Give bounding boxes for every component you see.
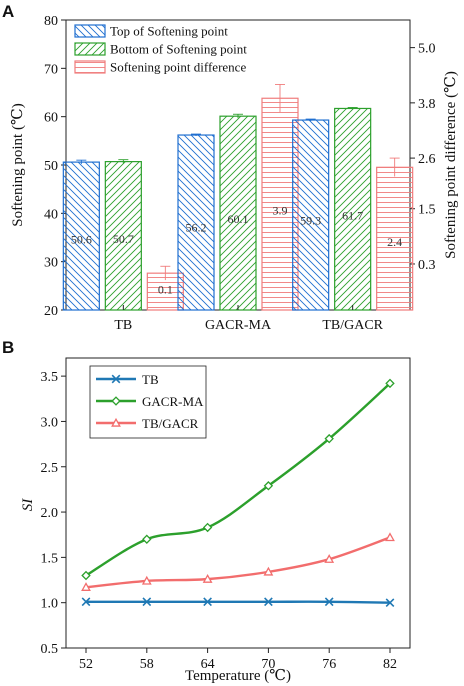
x-tick-label: 52 <box>79 657 93 672</box>
series-line <box>85 536 391 589</box>
panel-b-frame <box>65 357 411 649</box>
panel-b: B 0.51.01.52.02.53.03.5 52 58 64 70 76 82 SI … <box>2 338 411 684</box>
bar-slash <box>219 115 257 311</box>
bar-value-label: 50.6 <box>71 232 92 246</box>
data-point <box>324 554 335 563</box>
y2-tick-label: 3.8 <box>418 97 436 112</box>
data-point <box>263 566 274 576</box>
x-tick-label: GACR-MA <box>205 318 272 333</box>
panel-b-lines <box>81 378 395 608</box>
y-tick-label: 20 <box>44 304 58 319</box>
data-point <box>385 378 395 389</box>
bar-value-label: 61.7 <box>342 208 363 222</box>
panel-b-y-axis-title: SI <box>20 498 36 512</box>
legend-marker <box>111 417 121 427</box>
bar-horizontal <box>261 97 299 311</box>
series-line <box>86 600 391 604</box>
data-point <box>385 532 395 542</box>
panel-a-legend: Top of Softening point Bottom of Softeni… <box>74 24 247 75</box>
data-point <box>263 481 274 491</box>
data-point <box>142 597 152 607</box>
panel-a-left-axis: 20 30 40 50 60 70 80 <box>44 14 66 319</box>
data-point <box>202 573 213 583</box>
y2-tick-label: 2.6 <box>418 152 436 167</box>
y-tick-label: 30 <box>44 256 58 271</box>
y-tick-label: 1.0 <box>41 597 59 612</box>
legend-marker <box>111 396 121 406</box>
legend-swatch-bottom <box>74 42 106 56</box>
y-tick-label: 70 <box>44 62 58 77</box>
bar-backslash <box>62 161 100 311</box>
y-tick-label: 2.0 <box>41 506 59 521</box>
legend-marker <box>111 374 121 384</box>
bar-value-label: 3.9 <box>273 204 288 218</box>
y-tick-label: 1.5 <box>41 551 59 566</box>
y-tick-label: 3.0 <box>41 415 59 430</box>
y2-tick-label: 5.0 <box>418 42 436 57</box>
panel-a-y2-axis-title: Softening point difference (℃) <box>443 71 459 259</box>
bar-value-label: 2.4 <box>387 235 402 249</box>
y-tick-label: 40 <box>44 207 58 222</box>
legend-label: GACR-MA <box>142 394 204 409</box>
y-tick-label: 3.5 <box>41 370 59 385</box>
y2-tick-label: 0.3 <box>418 258 436 273</box>
y-tick-label: 0.5 <box>41 642 59 657</box>
bar-value-label: 60.1 <box>228 212 249 226</box>
data-point <box>141 575 152 585</box>
panel-a-y-axis-title: Softening point (℃) <box>10 103 26 226</box>
legend-label-top: Top of Softening point <box>110 24 228 39</box>
bar-value-label: 50.7 <box>113 232 134 246</box>
legend-swatch-top <box>74 24 106 38</box>
y-tick-label: 80 <box>44 14 58 29</box>
panel-b-x-axis-title: Temperature (℃) <box>185 668 291 684</box>
legend-swatch-difference <box>74 60 106 74</box>
data-point <box>203 597 212 607</box>
x-tick-label: TB/GACR <box>322 318 383 333</box>
y-tick-label: 50 <box>44 159 58 174</box>
data-point <box>324 597 334 607</box>
legend-label-difference: Softening point difference <box>110 60 246 75</box>
data-point <box>324 433 334 444</box>
panel-a-right-axis: 0.3 1.5 2.6 3.8 5.0 <box>410 42 436 273</box>
x-tick-label: 70 <box>261 657 275 672</box>
legend-label: TB <box>142 372 159 387</box>
y-tick-label: 2.5 <box>41 461 59 476</box>
panel-b-y-axis: 0.5 1.0 1.5 2.0 2.5 3.0 3.5 <box>41 370 66 657</box>
bar-slash <box>104 161 142 311</box>
legend-label: TB/GACR <box>142 416 199 431</box>
bar-horizontal <box>376 166 414 311</box>
data-point <box>264 597 273 607</box>
panel-a-bars: 50.6 50.7 0.1 56.2 60.1 3.9 59.3 61.7 2.4 <box>62 83 414 311</box>
data-point <box>81 582 91 591</box>
panel-b-legend: TB GACR-MA TB/GACR <box>89 365 207 439</box>
panel-b-x-axis: 52 58 64 70 76 82 <box>79 648 397 672</box>
panel-b-label: B <box>2 338 14 357</box>
bar-value-label: 0.1 <box>158 282 173 296</box>
x-tick-label: 82 <box>383 657 397 672</box>
bar-value-label: 56.2 <box>186 220 207 234</box>
data-point <box>81 597 91 607</box>
bar-backslash <box>177 134 215 311</box>
y-tick-label: 60 <box>44 111 58 126</box>
x-tick-label: 58 <box>140 657 154 672</box>
x-tick-label: 76 <box>322 657 336 672</box>
data-point <box>81 570 91 581</box>
bar-value-label: 59.3 <box>300 214 321 228</box>
panel-a-label: A <box>2 2 14 21</box>
legend-label-bottom: Bottom of Softening point <box>110 42 247 57</box>
data-point <box>202 522 213 533</box>
bar-slash <box>334 107 372 311</box>
data-point <box>142 534 152 544</box>
bar-backslash <box>292 119 330 311</box>
series-line <box>85 382 391 577</box>
y2-tick-label: 1.5 <box>418 203 436 218</box>
panel-a-x-axis: TB GACR-MA TB/GACR <box>114 305 384 333</box>
x-tick-label: TB <box>114 318 132 333</box>
x-tick-label: 64 <box>201 657 215 672</box>
data-point <box>385 598 395 608</box>
